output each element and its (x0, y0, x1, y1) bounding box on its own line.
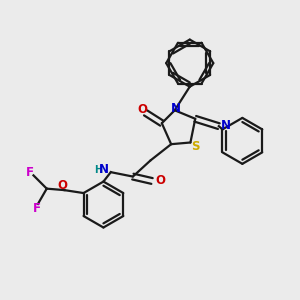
Text: N: N (221, 119, 231, 132)
Text: O: O (57, 179, 67, 193)
Text: O: O (156, 175, 166, 188)
Text: F: F (32, 202, 40, 214)
Text: F: F (26, 166, 34, 179)
Text: N: N (171, 102, 181, 115)
Text: O: O (137, 103, 147, 116)
Text: H: H (94, 165, 103, 175)
Text: S: S (191, 140, 200, 152)
Text: N: N (99, 163, 109, 176)
